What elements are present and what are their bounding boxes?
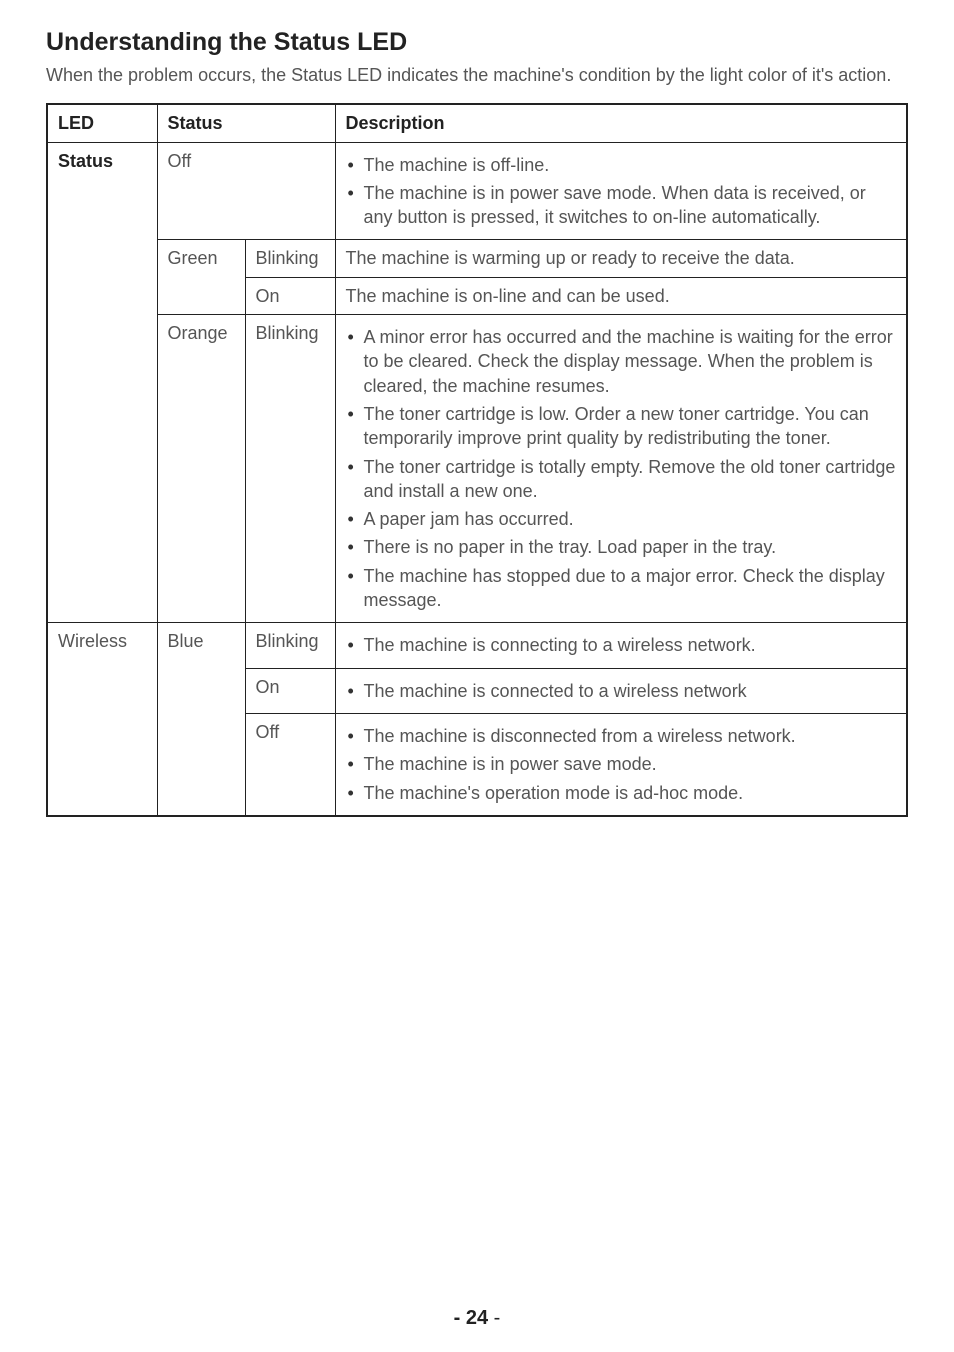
intro-text: When the problem occurs, the Status LED …: [46, 63, 908, 87]
table-row: Wireless Blue Blinking The machine is co…: [47, 623, 907, 668]
list-item: The machine's operation mode is ad-hoc m…: [346, 781, 897, 805]
status-green-label: Green: [157, 240, 245, 315]
list-item: The machine is in power save mode.: [346, 752, 897, 776]
list-item: The machine is connected to a wireless n…: [346, 679, 897, 703]
status-green-blinking-desc: The machine is warming up or ready to re…: [335, 240, 907, 277]
table-row: Green Blinking The machine is warming up…: [47, 240, 907, 277]
status-off-desc: The machine is off-line. The machine is …: [335, 142, 907, 240]
list-item: The toner cartridge is low. Order a new …: [346, 402, 897, 451]
status-orange-desc: A minor error has occurred and the machi…: [335, 315, 907, 623]
list-item: A minor error has occurred and the machi…: [346, 325, 897, 398]
page-container: Understanding the Status LED When the pr…: [0, 0, 954, 1352]
footer-page-number: 24: [466, 1307, 488, 1329]
th-led: LED: [47, 104, 157, 142]
footer-dash-end: -: [488, 1307, 500, 1329]
bullet-list: The machine is connecting to a wireless …: [346, 633, 897, 657]
led-status-label: Status: [47, 142, 157, 623]
status-blue-on-label: On: [245, 668, 335, 713]
list-item: The machine is off-line.: [346, 153, 897, 177]
status-orange-blinking-label: Blinking: [245, 315, 335, 623]
status-green-on-label: On: [245, 277, 335, 314]
section-title: Understanding the Status LED: [46, 28, 908, 57]
list-item: A paper jam has occurred.: [346, 507, 897, 531]
led-wireless-label: Wireless: [47, 623, 157, 816]
status-led-table: LED Status Description Status Off The ma…: [46, 103, 908, 817]
status-blue-off-label: Off: [245, 713, 335, 815]
status-green-on-desc: The machine is on-line and can be used.: [335, 277, 907, 314]
page-footer: - 24 -: [0, 1307, 954, 1330]
status-blue-on-desc: The machine is connected to a wireless n…: [335, 668, 907, 713]
bullet-list: A minor error has occurred and the machi…: [346, 325, 897, 612]
th-status: Status: [157, 104, 335, 142]
list-item: The machine is disconnected from a wirel…: [346, 724, 897, 748]
table-header-row: LED Status Description: [47, 104, 907, 142]
status-green-blinking-label: Blinking: [245, 240, 335, 277]
list-item: The machine is connecting to a wireless …: [346, 633, 897, 657]
status-blue-off-desc: The machine is disconnected from a wirel…: [335, 713, 907, 815]
bullet-list: The machine is connected to a wireless n…: [346, 679, 897, 703]
th-description: Description: [335, 104, 907, 142]
list-item: There is no paper in the tray. Load pape…: [346, 535, 897, 559]
table-row: Status Off The machine is off-line. The …: [47, 142, 907, 240]
status-blue-blinking-label: Blinking: [245, 623, 335, 668]
list-item: The machine is in power save mode. When …: [346, 181, 897, 230]
status-blue-label: Blue: [157, 623, 245, 816]
footer-dash: -: [454, 1307, 466, 1329]
table-row: Orange Blinking A minor error has occurr…: [47, 315, 907, 623]
list-item: The toner cartridge is totally empty. Re…: [346, 455, 897, 504]
bullet-list: The machine is off-line. The machine is …: [346, 153, 897, 230]
bullet-list: The machine is disconnected from a wirel…: [346, 724, 897, 805]
status-off-label: Off: [157, 142, 335, 240]
status-blue-blinking-desc: The machine is connecting to a wireless …: [335, 623, 907, 668]
status-orange-label: Orange: [157, 315, 245, 623]
list-item: The machine has stopped due to a major e…: [346, 564, 897, 613]
